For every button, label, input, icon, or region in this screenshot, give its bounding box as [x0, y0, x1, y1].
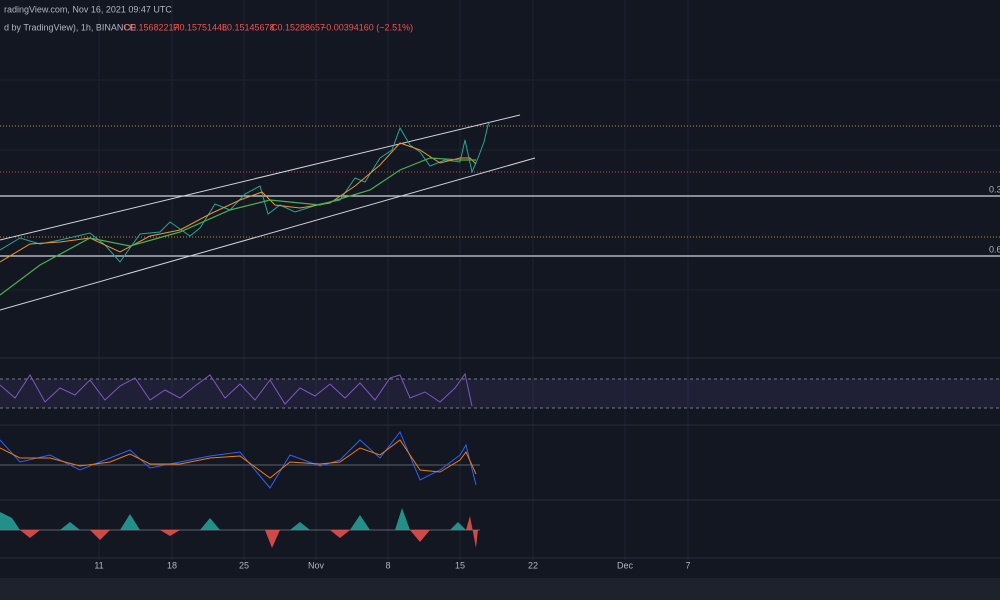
source-label: radingView.com, Nov 16, 2021 09:47 UTC: [4, 4, 172, 14]
x-axis-label: 8: [385, 560, 390, 570]
x-axis-label: 25: [239, 560, 249, 570]
price-line: [0, 121, 491, 263]
low-label: L0.15145678: [222, 22, 275, 32]
channel-upper: [0, 114, 521, 241]
high-label: H0.15751448: [173, 22, 227, 32]
x-axis-label: 11: [94, 560, 103, 570]
grid: [0, 0, 1000, 560]
bottom-toolbar: [0, 578, 1000, 600]
x-axis-label: Dec: [617, 560, 634, 570]
signal-line: [0, 439, 477, 479]
x-axis-label: 7: [685, 560, 690, 570]
x-axis-label: 22: [528, 560, 538, 570]
moving-average-slow: [0, 157, 476, 296]
x-axis-label: 18: [167, 560, 177, 570]
fib-label: 0.3: [989, 184, 1000, 194]
change-label: −0.00394160 (−2.51%): [321, 22, 413, 32]
rsi-line: [0, 372, 473, 407]
channel-lower: [0, 157, 536, 311]
open-label: O0.15682217: [124, 22, 179, 32]
x-axis-label: 15: [455, 560, 465, 570]
close-label: C0.15288657: [271, 22, 325, 32]
fib-label: 0.6: [989, 244, 1000, 254]
symbol-label: d by TradingView), 1h, BINANCE: [4, 22, 136, 32]
rsi-band: [0, 379, 1000, 408]
x-axis-label: Nov: [308, 560, 325, 570]
